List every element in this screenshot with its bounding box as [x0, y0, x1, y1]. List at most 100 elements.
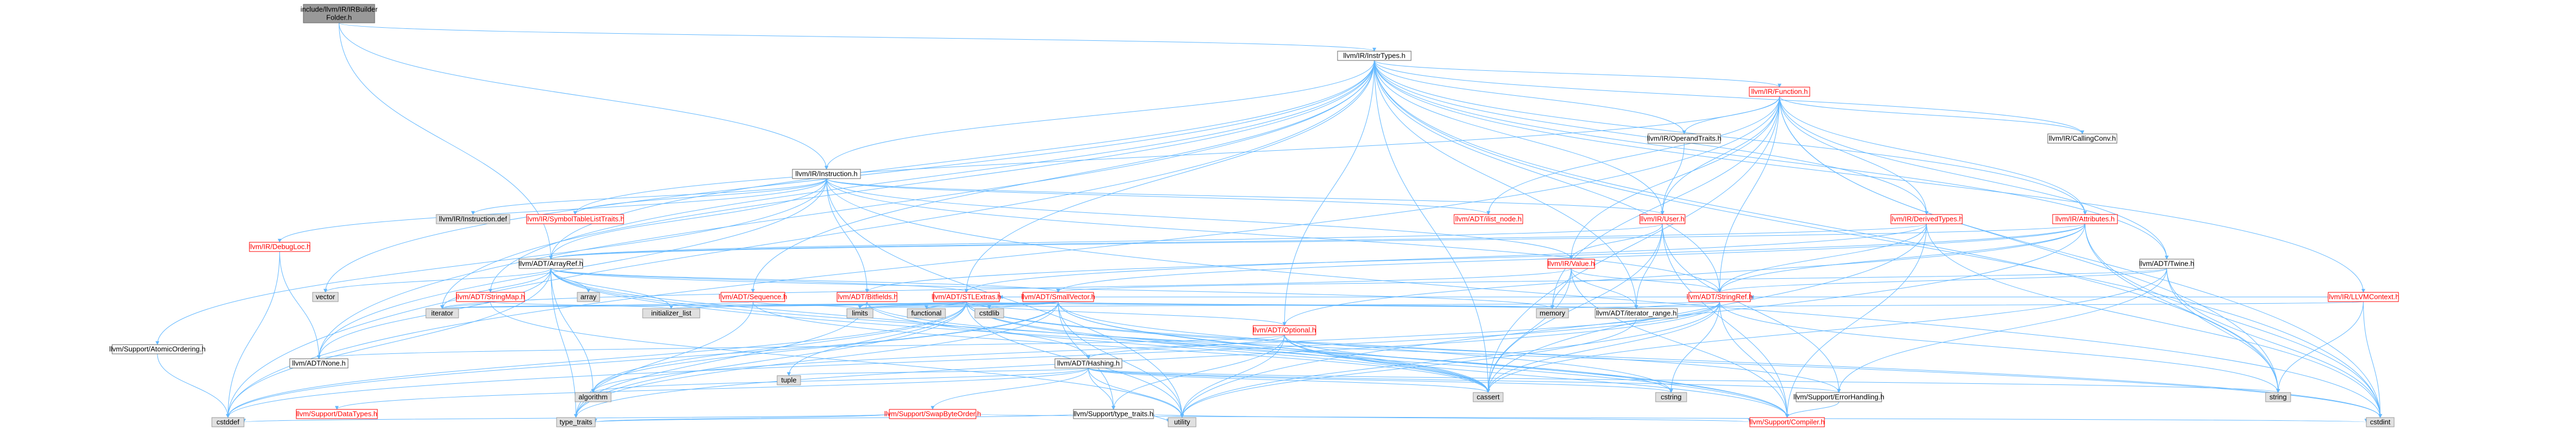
- node-label: llvm/Support/ErrorHandling.h: [1793, 393, 1884, 401]
- node-utility: utility: [1168, 417, 1197, 427]
- edge-stringref-to-limits: [859, 301, 1720, 309]
- node-box: [1796, 392, 1882, 402]
- node-atomicordering[interactable]: llvm/Support/AtomicOrdering.h: [109, 344, 206, 354]
- node-box: [2047, 133, 2117, 144]
- edge-stringref-to-cstring: [1669, 301, 1720, 393]
- edge-stringref-to-compiler: [1719, 301, 1789, 418]
- node-bitfields[interactable]: llvm/ADT/Bitfields.h: [837, 292, 898, 302]
- node-ilistnode[interactable]: llvm/ADT/ilist_node.h: [1454, 214, 1523, 224]
- node-box: [556, 417, 596, 427]
- node-box: [1022, 292, 1094, 302]
- node-datatypes[interactable]: llvm/Support/DataTypes.h: [296, 409, 378, 419]
- node-label: llvm/Support/AtomicOrdering.h: [109, 345, 205, 353]
- edge-hashing-to-swapbyteorder: [931, 367, 1089, 410]
- edge-function-to-derived: [1779, 96, 1928, 215]
- node-box: [211, 417, 245, 427]
- node-box: [889, 409, 976, 419]
- node-instruction[interactable]: llvm/IR/Instruction.h: [792, 169, 861, 179]
- node-derived[interactable]: llvm/IR/DerivedTypes.h: [1890, 214, 1963, 224]
- node-box: [1749, 87, 1810, 97]
- node-box: [2139, 259, 2194, 269]
- edge-function-to-user: [1661, 96, 1780, 215]
- node-typetraits[interactable]: llvm/Support/type_traits.h: [1073, 409, 1154, 419]
- edge-optional-to-hashing: [1086, 334, 1285, 359]
- edge-derived-to-arrayref: [549, 223, 1927, 260]
- node-attributes[interactable]: llvm/IR/Attributes.h: [2052, 214, 2118, 224]
- node-symtab[interactable]: llvm/IR/SymbolTableListTraits.h: [526, 214, 625, 224]
- node-optraits[interactable]: llvm/IR/OperandTraits.h: [1647, 133, 1722, 144]
- edge-arrayref-to-memory: [551, 268, 1554, 309]
- node-iterrange[interactable]: llvm/ADT/iterator_range.h: [1595, 308, 1678, 318]
- node-label: algorithm: [578, 393, 607, 401]
- edge-atomicordering-to-cstddef: [157, 353, 230, 418]
- edge-insttypes-to-string: [1374, 60, 2280, 393]
- edge-function-to-stringref: [1718, 96, 1780, 293]
- node-stringref[interactable]: llvm/ADT/StringRef.h: [1687, 292, 1753, 302]
- edge-insttypes-to-cstdint: [1374, 60, 2382, 418]
- node-label: llvm/IR/Value.h: [1548, 260, 1595, 268]
- node-cstddef: cstddef: [211, 417, 245, 427]
- node-none[interactable]: llvm/ADT/None.h: [289, 358, 349, 369]
- node-function[interactable]: llvm/IR/Function.h: [1749, 87, 1810, 97]
- node-llvmcontext[interactable]: llvm/IR/LLVMContext.h: [2328, 292, 2400, 302]
- edge-hashing-to-algorithm: [591, 367, 1089, 393]
- node-label: llvm/ADT/Hashing.h: [1057, 359, 1120, 367]
- node-debugloc[interactable]: llvm/IR/DebugLoc.h: [249, 242, 310, 252]
- node-label: llvm/Support/Compiler.h: [1750, 418, 1825, 426]
- node-box: [792, 169, 861, 179]
- node-value[interactable]: llvm/IR/Value.h: [1547, 259, 1595, 269]
- node-errorhandling[interactable]: llvm/Support/ErrorHandling.h: [1793, 392, 1884, 402]
- node-box: [296, 409, 378, 419]
- node-box: [777, 375, 801, 385]
- node-hashing[interactable]: llvm/ADT/Hashing.h: [1054, 358, 1122, 369]
- node-label: llvm/Support/DataTypes.h: [296, 410, 377, 418]
- edge-attributes-to-arrayref: [549, 223, 2085, 260]
- edge-insttypes-to-stlextras: [965, 60, 1375, 293]
- edge-swapbyteorder-to-typetraitsstd: [593, 414, 890, 423]
- edge-hashing-to-utility: [1088, 367, 1184, 418]
- node-limits: limits: [846, 308, 874, 318]
- node-box: [436, 214, 510, 224]
- node-optional[interactable]: llvm/ADT/Optional.h: [1253, 325, 1316, 335]
- edge-twine-to-stringref: [1718, 268, 2167, 293]
- node-callconv[interactable]: llvm/IR/CallingConv.h: [2047, 133, 2117, 144]
- node-box: [1253, 325, 1316, 335]
- node-stringmap[interactable]: llvm/ADT/StringMap.h: [456, 292, 525, 302]
- node-box: [642, 308, 700, 318]
- node-box: [846, 308, 874, 318]
- node-user[interactable]: llvm/IR/User.h: [1639, 214, 1686, 224]
- edge-instruction-to-stringref: [826, 178, 1722, 293]
- node-swapbyteorder[interactable]: llvm/Support/SwapByteOrder.h: [884, 409, 981, 419]
- edge-attributes-to-utility: [1180, 223, 2085, 418]
- node-label: cstdint: [2370, 418, 2391, 426]
- node-label: llvm/IR/LLVMContext.h: [2328, 293, 2400, 301]
- edge-attributes-to-bitfields: [865, 223, 2085, 293]
- edge-function-to-cassert: [1486, 96, 1780, 393]
- edge-optional-to-compiler: [1284, 334, 1789, 418]
- edge-smallvector-to-typetraits: [1058, 301, 1115, 410]
- edge-function-to-attributes: [1779, 96, 2087, 215]
- node-compiler[interactable]: llvm/Support/Compiler.h: [1749, 417, 1825, 427]
- node-stlextras[interactable]: llvm/ADT/STLExtras.h: [932, 292, 1002, 302]
- node-box: [1688, 292, 1751, 302]
- edge-smallvector-to-iterator: [441, 301, 1059, 309]
- node-twine[interactable]: llvm/ADT/Twine.h: [2139, 259, 2194, 269]
- edge-root-to-insttypes: [339, 22, 1376, 52]
- node-box: [526, 214, 624, 224]
- node-label: llvm/IR/User.h: [1640, 215, 1684, 223]
- node-smallvector[interactable]: llvm/ADT/SmallVector.h: [1021, 292, 1095, 302]
- node-sequence[interactable]: llvm/ADT/Sequence.h: [719, 292, 788, 302]
- node-arrayref[interactable]: llvm/ADT/ArrayRef.h: [518, 259, 583, 269]
- node-label: limits: [852, 309, 868, 317]
- edge-stringref-to-cassert: [1486, 301, 1720, 393]
- node-box: [1536, 308, 1569, 318]
- node-box: [837, 292, 898, 302]
- edge-hashing-to-errorhandling: [1088, 367, 1841, 393]
- edge-instruction-to-arrayref: [549, 178, 827, 260]
- edge-smallvector-to-cstring: [1058, 301, 1673, 393]
- node-box: [425, 308, 459, 318]
- edge-twine-to-errorhandling: [1837, 268, 2167, 393]
- node-insttypes[interactable]: llvm/IR/InstrTypes.h: [1337, 51, 1412, 61]
- edge-llvmcontext-to-cstdint: [2363, 301, 2382, 418]
